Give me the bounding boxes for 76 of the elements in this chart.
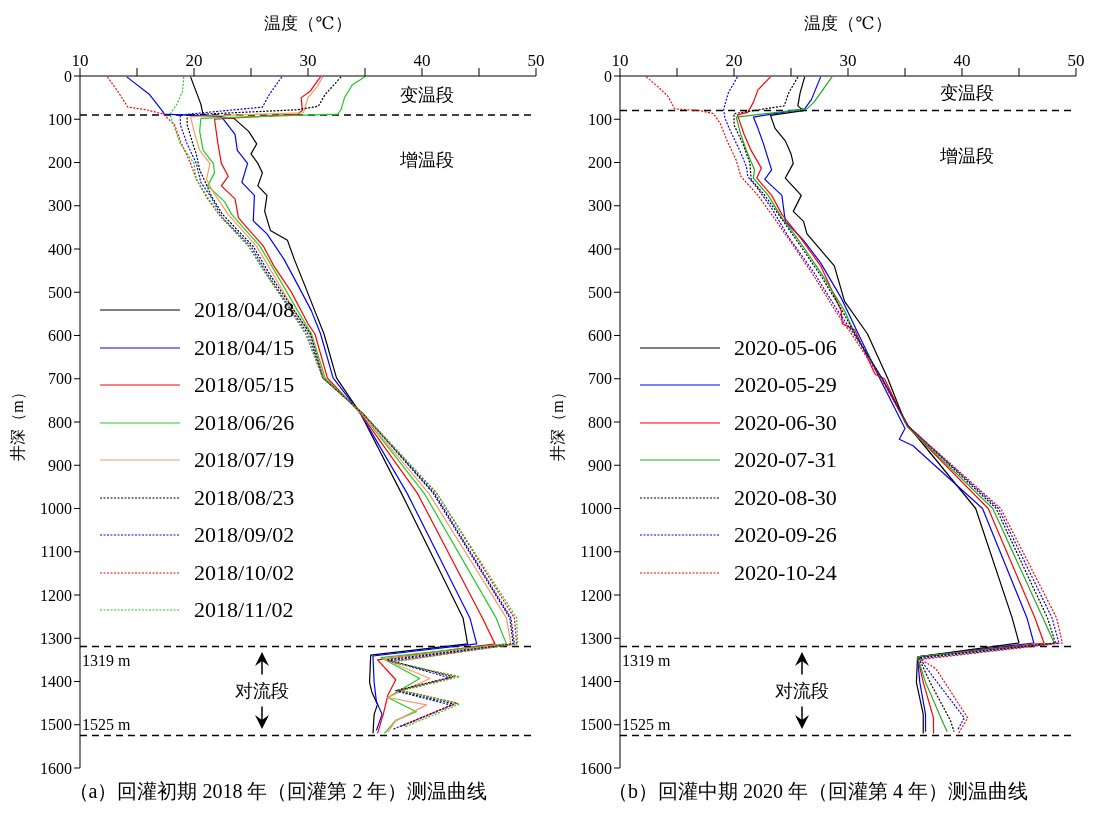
legend-label: 2018/05/15: [194, 371, 295, 400]
y-tick-label: 400: [588, 240, 612, 258]
legend-label: 2020-07-31: [734, 446, 837, 475]
legend-label: 2018/08/23: [194, 483, 295, 512]
ref-line-label: 1525 m: [622, 715, 671, 733]
y-tick-label: 900: [588, 456, 612, 474]
y-axis-title: 井深（m）: [7, 383, 27, 461]
y-tick-label: 200: [588, 154, 612, 172]
y-tick-label: 500: [588, 283, 612, 301]
y-tick-label: 900: [48, 456, 72, 474]
x-tick-label: 50: [1067, 51, 1085, 70]
y-tick-label: 1000: [40, 500, 72, 518]
x-tick-label: 50: [527, 51, 545, 70]
x-tick-label: 20: [725, 51, 743, 70]
x-tick-label: 30: [299, 51, 317, 70]
text: （a）回灌初期 2018 年（回灌第 2 年）测温曲线: [67, 779, 489, 804]
legend-label: 2020-06-30: [734, 408, 837, 437]
x-tick-label: 20: [185, 51, 203, 70]
x-axis-title: 温度（℃）: [803, 13, 893, 35]
legend-label: 2020-05-29: [734, 371, 837, 400]
legend-label: 2018/09/02: [194, 521, 295, 550]
y-tick-label: 1500: [580, 716, 612, 734]
ref-line-label: 1319 m: [622, 652, 671, 670]
y-axis-title: 井深（m）: [547, 383, 567, 461]
y-tick-label: 1400: [40, 673, 72, 691]
y-tick-label: 1300: [580, 629, 612, 647]
legend-label: 2020-05-06: [734, 333, 837, 362]
y-tick-label: 100: [588, 110, 612, 128]
y-tick-label: 1200: [580, 586, 612, 604]
ref-line-label: 1319 m: [82, 652, 131, 670]
y-tick-label: 0: [604, 67, 612, 85]
text: （b）回灌中期 2020 年（回灌第 4 年）测温曲线: [607, 779, 1029, 804]
annotation: 对流段: [222, 680, 303, 702]
y-tick-label: 1000: [580, 500, 612, 518]
legend-label: 2020-08-30: [734, 483, 837, 512]
x-tick-label: 10: [611, 51, 629, 70]
legend-label: 2020-09-26: [734, 521, 837, 550]
legend-label: 2018/04/08: [194, 296, 295, 325]
y-tick-label: 600: [588, 327, 612, 345]
annotation: 增温段: [398, 148, 455, 171]
y-tick-label: 500: [48, 283, 72, 301]
y-tick-label: 300: [588, 197, 612, 215]
legend-label: 2018/06/26: [194, 408, 295, 437]
annotation: 对流段: [762, 680, 843, 702]
legend-label: 2018/11/02: [194, 596, 294, 625]
y-tick-label: 300: [48, 197, 72, 215]
y-tick-label: 700: [588, 370, 612, 388]
x-tick-label: 10: [71, 51, 89, 70]
y-tick-label: 1500: [40, 716, 72, 734]
annotation: 增温段: [938, 144, 995, 167]
y-tick-label: 700: [48, 370, 72, 388]
legend-label: 2020-10-24: [734, 558, 837, 587]
x-tick-label: 40: [953, 51, 971, 70]
legend-label: 2018/10/02: [194, 558, 295, 587]
y-tick-label: 1100: [40, 543, 72, 561]
annotation: 变温段: [398, 84, 455, 107]
y-tick-label: 800: [588, 413, 612, 431]
x-tick-label: 30: [839, 51, 857, 70]
ref-line-label: 1525 m: [82, 715, 131, 733]
y-tick-label: 0: [64, 67, 72, 85]
x-axis-title: 温度（℃）: [263, 13, 353, 35]
y-tick-label: 1600: [580, 759, 612, 777]
annotation: 变温段: [938, 82, 995, 105]
y-tick-label: 1300: [40, 629, 72, 647]
y-tick-label: 800: [48, 413, 72, 431]
y-tick-label: 200: [48, 154, 72, 172]
y-tick-label: 100: [48, 110, 72, 128]
y-tick-label: 1100: [580, 543, 612, 561]
x-tick-label: 40: [413, 51, 431, 70]
legend-label: 2018/07/19: [194, 446, 295, 475]
y-tick-label: 400: [48, 240, 72, 258]
y-tick-label: 1400: [580, 673, 612, 691]
y-tick-label: 1200: [40, 586, 72, 604]
y-tick-label: 1600: [40, 759, 72, 777]
legend-label: 2018/04/15: [194, 333, 295, 362]
y-tick-label: 600: [48, 327, 72, 345]
